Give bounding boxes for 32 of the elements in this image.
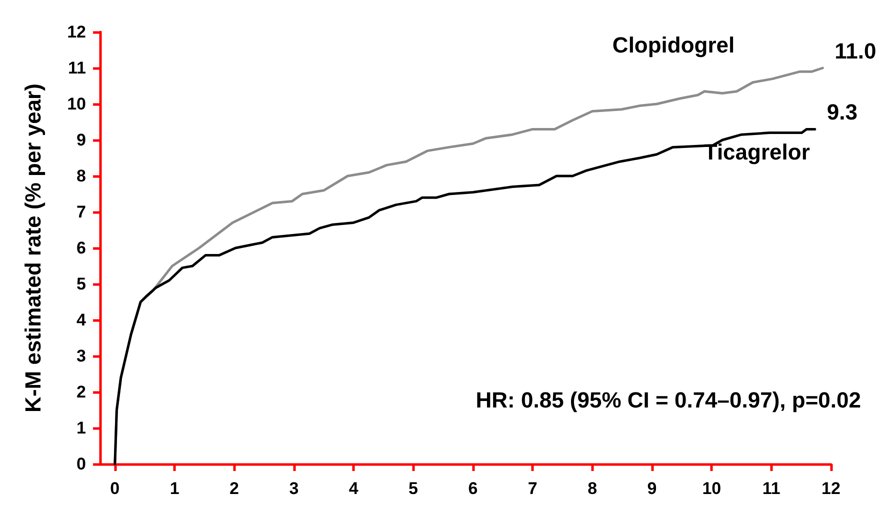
y-tick-label: 2 xyxy=(76,382,86,402)
series-label: Ticagrelor xyxy=(704,140,810,165)
y-tick-label: 3 xyxy=(76,346,86,366)
y-tick-label: 7 xyxy=(76,202,86,222)
x-tick-label: 2 xyxy=(230,479,239,498)
x-tick-label: 12 xyxy=(822,479,840,498)
annotation: 9.3 xyxy=(826,100,858,125)
y-tick-label: 5 xyxy=(76,274,86,294)
x-tick-label: 5 xyxy=(408,479,418,498)
y-tick-label: 9 xyxy=(76,130,86,150)
x-tick-label: 10 xyxy=(702,479,722,498)
x-tick-label: 4 xyxy=(348,479,359,498)
y-tick-label: 4 xyxy=(76,310,87,330)
y-tick-label: 11 xyxy=(68,58,86,78)
x-tick-label: 9 xyxy=(647,479,657,498)
series-label: Clopidogrel xyxy=(612,32,735,58)
y-tick-label: 12 xyxy=(67,22,86,42)
annotation: 11.0 xyxy=(834,38,876,64)
x-tick-label: 3 xyxy=(289,479,299,498)
x-tick-label: 6 xyxy=(468,479,478,498)
y-tick-label: 1 xyxy=(76,418,86,438)
x-tick-label: 1 xyxy=(170,479,180,498)
y-axis-title: K-M estimated rate (% per year) xyxy=(20,84,46,412)
y-tick-label: 6 xyxy=(76,238,86,258)
y-tick-label: 0 xyxy=(76,454,86,474)
y-tick-label: 10 xyxy=(67,94,86,114)
x-tick-label: 7 xyxy=(528,479,538,498)
x-tick-label: 8 xyxy=(588,479,598,498)
y-tick-label: 8 xyxy=(76,166,86,186)
x-tick-label: 0 xyxy=(110,479,120,498)
x-tick-label: 11 xyxy=(762,479,780,498)
annotation: HR: 0.85 (95% CI = 0.74–0.97), p=0.02 xyxy=(476,388,862,412)
